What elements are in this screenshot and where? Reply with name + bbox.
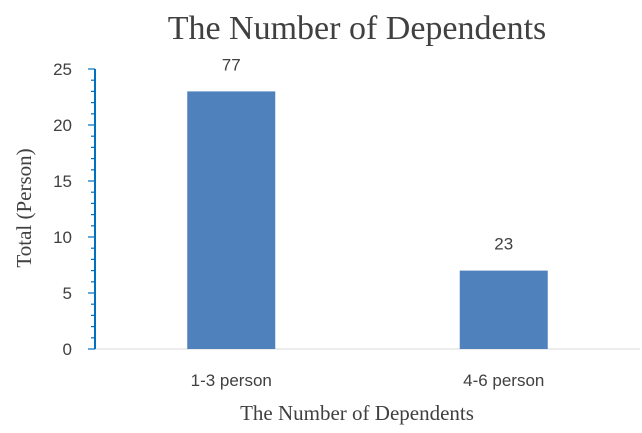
- y-axis-title: Total (Person): [12, 148, 36, 267]
- y-tick-label: 5: [63, 284, 72, 303]
- y-tick-label: 20: [53, 116, 72, 135]
- y-tick-label: 15: [53, 172, 72, 191]
- x-category-label: 1-3 person: [191, 371, 272, 390]
- data-label-1: 77: [222, 55, 241, 74]
- plot-area: 0 5 10 15 20 25 77 1-3 person 23 4-6 person: [53, 55, 640, 390]
- y-tick-label: 25: [53, 60, 72, 79]
- bar-1: [187, 91, 276, 350]
- bar-2: [459, 270, 548, 349]
- y-tick-label: 0: [63, 340, 72, 359]
- data-label-2: 23: [494, 235, 513, 254]
- chart-title: The Number of Dependents: [168, 10, 547, 47]
- x-axis-title: The Number of Dependents: [240, 401, 474, 425]
- x-category-label: 4-6 person: [463, 371, 544, 390]
- y-tick-label: 10: [53, 228, 72, 247]
